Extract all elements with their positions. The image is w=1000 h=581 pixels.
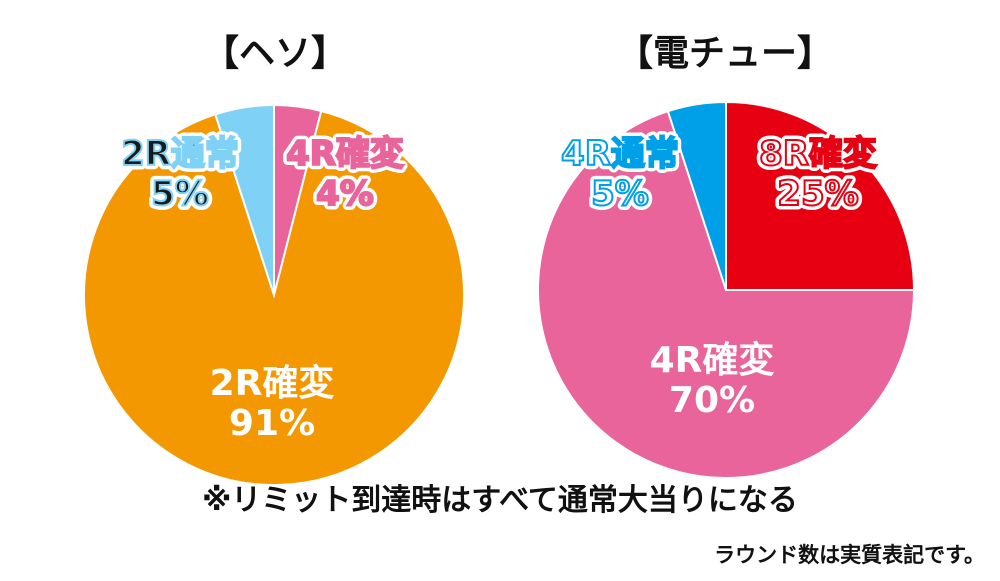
pie-slice-1-2	[666, 100, 727, 291]
slice-label-outline-1-2-0: 4R通常	[561, 134, 679, 174]
slice-label-0-1-percent: 91%	[229, 403, 315, 444]
slice-label-1-0-name: 8R確変	[759, 134, 877, 174]
slice-label-1-1-name: 4R確変	[650, 339, 775, 381]
pie-slice-1-0	[725, 100, 916, 291]
slice-label-outline-1-2-1: 5%	[591, 174, 649, 214]
pie-slice-0-2	[214, 103, 275, 296]
slice-label-0-1-name: 2R確変	[210, 362, 335, 404]
pie-slice-1-1	[537, 109, 916, 479]
slice-label-1-2-percent: 5%	[591, 174, 649, 214]
slice-label-outline-0-2-1: 5%	[151, 174, 209, 214]
limit-note: ※リミット到達時はすべて通常大当りになる	[202, 483, 798, 518]
slice-label-0-2-name: 2R通常	[121, 134, 239, 174]
slice-label-0-2-percent: 5%	[151, 174, 209, 214]
slice-label-outline-1-0-1: 25%	[777, 174, 858, 214]
slice-label-outline-0-0-1: 4%	[316, 174, 374, 214]
pie-heso	[83, 103, 465, 486]
chart-title-denchu: 【電チュー】	[617, 33, 833, 74]
slice-label-0-0-percent: 4%	[316, 174, 374, 214]
slice-label-outline-0-2-0: 2R通常	[121, 134, 239, 174]
round-note: ラウンド数は実質表記です。	[714, 543, 985, 567]
slice-label-outline-1-0-0: 8R確変	[759, 134, 877, 174]
slice-label-outline-0-0-0: 4R確変	[286, 134, 404, 174]
slice-labels: 4R確変4R確変4%4%2R確変91%2R通常2R通常5%5%8R確変8R確変2…	[117, 130, 882, 445]
slice-label-0-0-name: 4R確変	[286, 134, 404, 174]
slice-label-1-1-percent: 70%	[669, 380, 755, 421]
slice-label-1-0-percent: 25%	[777, 174, 858, 214]
chart-title-heso: 【ヘソ】	[203, 33, 347, 74]
pie-denchu	[537, 100, 916, 479]
pie-slice-0-1	[83, 109, 465, 486]
slice-label-1-2-name: 4R通常	[561, 134, 679, 174]
